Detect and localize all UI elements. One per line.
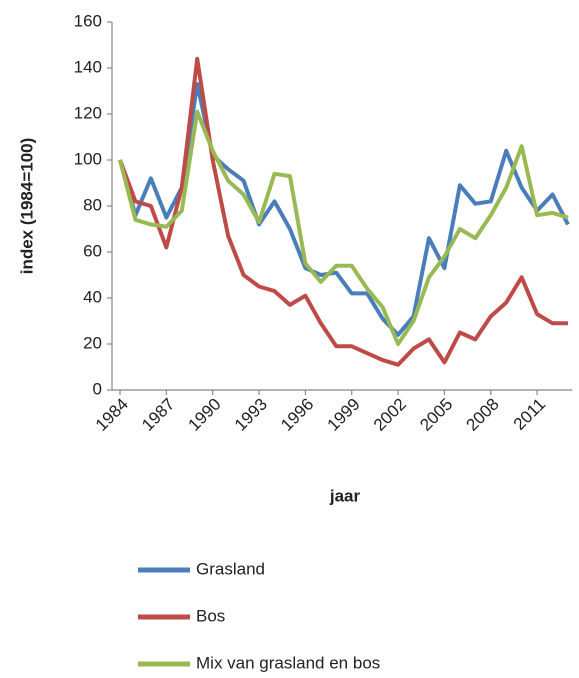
x-tick-label: 2002: [370, 395, 410, 435]
x-tick-label: 1993: [231, 395, 271, 435]
y-tick-label: 60: [83, 241, 102, 260]
x-tick-label: 1996: [277, 395, 317, 435]
y-tick-label: 160: [74, 11, 102, 30]
series-line: [118, 82, 570, 337]
x-tick-label: 2011: [510, 395, 549, 434]
x-tick-label: 1984: [92, 395, 132, 435]
y-tick-label: 0: [93, 379, 102, 398]
y-tick-label: 100: [74, 149, 102, 168]
y-axis-title: index (1984=100): [17, 138, 36, 275]
legend-label: Mix van grasland en bos: [196, 653, 380, 672]
y-tick-label: 140: [74, 57, 102, 76]
y-tick-label: 20: [83, 333, 102, 352]
y-tick-label: 80: [83, 195, 102, 214]
series-line: [118, 109, 569, 346]
x-tick-label: 1990: [185, 395, 225, 435]
y-tick-label: 120: [74, 103, 102, 122]
x-tick-label: 2005: [416, 395, 456, 435]
x-tick-label: 1999: [324, 395, 364, 435]
x-tick-label: 1987: [138, 395, 178, 435]
legend-label: Bos: [196, 606, 225, 625]
y-tick-label: 40: [83, 287, 102, 306]
x-axis-title: jaar: [329, 486, 361, 505]
x-tick-label: 2008: [463, 395, 503, 435]
legend-label: Grasland: [196, 559, 265, 578]
series-line: [118, 56, 568, 367]
